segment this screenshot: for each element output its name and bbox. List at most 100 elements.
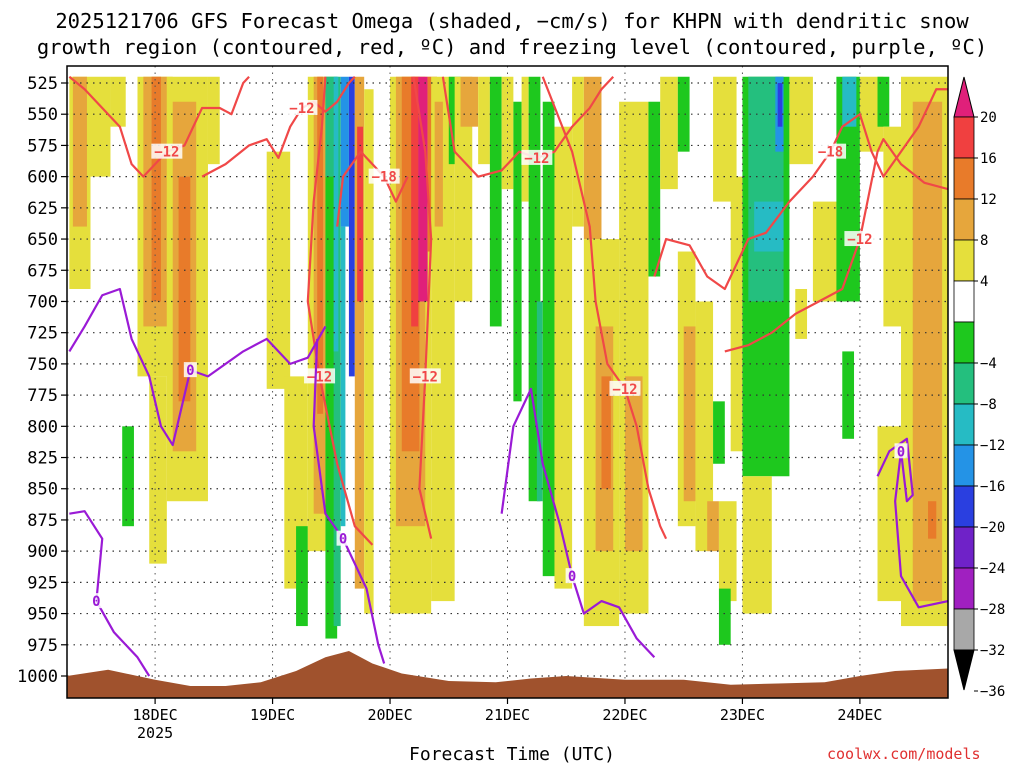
freezing-contour-label: 0: [92, 594, 100, 610]
omega-cell: [648, 101, 661, 277]
freezing-contour-label: 0: [568, 569, 576, 585]
x-tick-label: 18DEC: [133, 706, 178, 724]
omega-cell: [489, 76, 502, 327]
omega-cell: [151, 76, 161, 302]
colorbar-label: 12: [980, 192, 997, 208]
y-tick-label: 1000: [17, 667, 58, 687]
dgz-contour-label: −12: [154, 145, 179, 161]
omega-cell: [110, 76, 126, 127]
omega-cell: [340, 226, 346, 527]
colorbar-bin: [953, 608, 975, 651]
dgz-contour-label-bg: [368, 168, 400, 184]
omega-cell: [478, 76, 490, 165]
omega-cell: [789, 76, 813, 165]
omega-cell: [624, 376, 643, 552]
y-tick-label: 875: [27, 511, 58, 531]
y-tick-label: 775: [27, 386, 58, 406]
omega-cell: [877, 426, 902, 602]
y-tick-label: 900: [27, 542, 58, 562]
y-tick-label: 975: [27, 636, 58, 656]
dgz-contour: [653, 88, 948, 291]
freezing-contour: [69, 510, 151, 677]
omega-cell: [325, 76, 338, 639]
omega-cell: [542, 101, 555, 577]
colorbar: 20 16 12 8 4 −4 −8 −12 −16 −20 −24 −28 −32 −36: [953, 76, 1005, 700]
dgz-contour-label: −12: [847, 232, 872, 248]
colorbar-label: −4: [980, 356, 997, 372]
colorbar-label: −8: [980, 397, 997, 413]
omega-cell: [348, 76, 355, 377]
freezing-contour-label: 0: [339, 532, 347, 548]
x-tick-label: 20DEC: [367, 706, 412, 724]
dgz-contour-label-bg: [815, 143, 847, 159]
y-tick-label: 550: [27, 105, 58, 125]
omega-cell: [601, 376, 611, 489]
omega-cell: [501, 76, 514, 190]
freezing-contour-label-bg: [565, 568, 579, 584]
title-line-2: growth region (contoured, red, ºC) and f…: [36, 35, 988, 59]
omega-cell: [718, 588, 731, 645]
colorbar-bin: [953, 444, 975, 487]
colorbar-label: 4: [980, 274, 988, 290]
omega-cell: [513, 101, 522, 402]
omega-cell: [683, 326, 696, 502]
omega-cell: [333, 76, 339, 352]
freezing-contour-label: 0: [897, 444, 905, 460]
colorbar-bin: [953, 280, 975, 323]
colorbar-bin: [953, 239, 975, 282]
dgz-contour-label-bg: [844, 231, 876, 247]
colorbar-bottom-arrow: [953, 649, 975, 691]
dgz-contour-label-bg: [409, 368, 441, 384]
title-line-1: 2025121706 GFS Forecast Omega (shaded, −…: [55, 9, 969, 33]
omega-cell: [528, 76, 541, 502]
dgz-contour-label: −12: [413, 369, 438, 385]
dgz-contour-label: −18: [818, 145, 843, 161]
omega-cell: [572, 76, 584, 227]
omega-cell: [713, 401, 725, 464]
y-tick-label: 700: [27, 292, 58, 312]
omega-cell: [713, 76, 737, 202]
colorbar-bin: [953, 485, 975, 528]
dgz-contour-label-bg: [609, 380, 641, 396]
colorbar-label: −16: [980, 479, 1005, 495]
omega-cell: [554, 126, 573, 589]
y-tick-label: 825: [27, 449, 58, 469]
freezing-contour-label-bg: [336, 530, 350, 546]
colorbar-label: −32: [980, 643, 1005, 659]
omega-cell: [72, 76, 87, 227]
colorbar-bin: [953, 403, 975, 446]
omega-cell: [912, 101, 943, 602]
terrain-fill: [67, 651, 948, 698]
colorbar-bin: [953, 321, 975, 364]
dgz-contour: [724, 138, 948, 353]
dgz-contour-label: −12: [524, 151, 549, 167]
omega-cell: [660, 76, 678, 190]
omega-cell: [266, 151, 291, 389]
dgz-contour-label: −12: [289, 101, 314, 117]
dgz-contour-label-bg: [521, 149, 553, 165]
omega-cell: [718, 501, 737, 602]
omega-cell: [583, 76, 602, 240]
omega-cell: [730, 176, 743, 452]
colorbar-label: 8: [980, 233, 988, 249]
dgz-contour-label: −12: [612, 382, 637, 398]
colorbar-bin: [953, 116, 975, 159]
omega-cell: [90, 76, 111, 177]
y-tick-label: 800: [27, 417, 58, 437]
omega-cell: [364, 89, 374, 614]
omega-cell: [842, 76, 857, 127]
omega-cell: [178, 176, 191, 402]
y-tick-label: 525: [27, 74, 58, 94]
y-tick-label: 600: [27, 168, 58, 188]
y-tick-label: 625: [27, 199, 58, 219]
x-axis-label: Forecast Time (UTC): [409, 744, 615, 765]
colorbar-bin: [953, 567, 975, 610]
omega-cell: [207, 76, 220, 165]
dgz-contour-label-bg: [304, 368, 336, 384]
freezing-contour-label-bg: [89, 593, 103, 609]
dgz-contour: [541, 76, 668, 540]
omega-cell: [340, 76, 349, 227]
y-tick-label: 575: [27, 136, 58, 156]
freezing-contour-label: 0: [186, 363, 194, 379]
